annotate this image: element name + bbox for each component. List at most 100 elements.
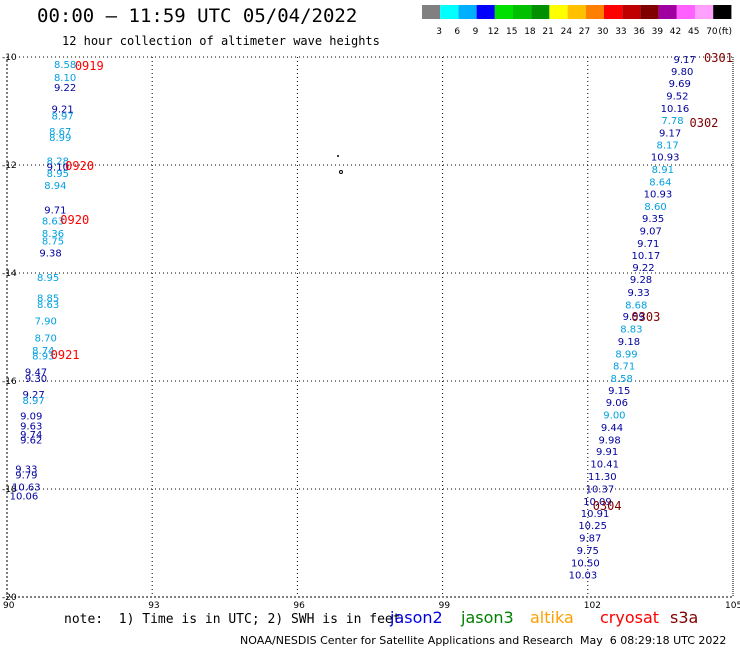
color-swatch bbox=[440, 5, 459, 19]
legend-altika: altika bbox=[530, 608, 574, 627]
color-scale-label: (ft) bbox=[718, 27, 732, 37]
wave-height-point: 9.62 bbox=[20, 435, 42, 446]
color-swatch bbox=[695, 5, 714, 19]
wave-height-point: 8.28 bbox=[47, 157, 69, 168]
pass-time-label: 0301 bbox=[704, 51, 733, 65]
wave-height-point: 9.27 bbox=[22, 390, 44, 401]
wave-height-point: 8.63 bbox=[37, 300, 59, 311]
wave-height-point: 9.98 bbox=[598, 435, 620, 446]
wave-height-point: 8.74 bbox=[32, 346, 54, 357]
wave-height-point: 8.94 bbox=[44, 181, 66, 192]
wave-height-point: 7.90 bbox=[35, 317, 57, 328]
color-swatch bbox=[658, 5, 677, 19]
longitude-tick-label: 96 bbox=[293, 601, 305, 610]
wave-height-point: 8.75 bbox=[42, 237, 64, 248]
color-scale-bar bbox=[422, 5, 732, 19]
color-swatch bbox=[531, 5, 550, 19]
color-swatch bbox=[676, 5, 695, 19]
pass-time-label: 0920 bbox=[60, 213, 89, 227]
wave-height-point: 8.97 bbox=[52, 111, 74, 122]
wave-height-point: 10.41 bbox=[590, 460, 619, 471]
wave-height-point: 8.99 bbox=[49, 133, 71, 144]
color-swatch bbox=[640, 5, 659, 19]
wave-height-point: 7.78 bbox=[661, 116, 683, 127]
wave-height-point: 8.58 bbox=[54, 60, 76, 71]
wave-height-point: 8.95 bbox=[37, 273, 59, 284]
pass-time-label: 0302 bbox=[690, 116, 719, 130]
color-scale-label: 70 bbox=[706, 27, 718, 37]
wave-height-point: 9.74 bbox=[20, 430, 42, 441]
wave-height-point: 9.30 bbox=[25, 374, 47, 385]
wave-height-point: 9.69 bbox=[669, 79, 691, 90]
wave-height-point: 9.15 bbox=[608, 386, 630, 397]
wave-height-point: 9.22 bbox=[632, 263, 654, 274]
color-scale-label: 42 bbox=[669, 27, 682, 37]
wave-height-point: 9.71 bbox=[637, 239, 659, 250]
pass-time-labels: 0919 0920 0920 0921 0301 0302 0303 0304 bbox=[51, 51, 733, 513]
wave-height-point: 8.36 bbox=[42, 229, 64, 240]
wave-height-point: 9.52 bbox=[666, 91, 688, 102]
wave-height-point: 9.87 bbox=[579, 534, 601, 545]
color-swatch bbox=[476, 5, 495, 19]
wave-height-point: 8.99 bbox=[615, 349, 637, 360]
color-scale-legend: 3 6 9 12 15 18 21 24 27 30 33 36 39 42 45 70 (ft) bbox=[422, 5, 732, 37]
legend-s3a: s3a bbox=[670, 608, 699, 627]
wave-height-point: 9.28 bbox=[630, 275, 652, 286]
longitude-tick-label: 90 bbox=[3, 601, 15, 610]
latitude-tick-label: -10 bbox=[2, 53, 17, 63]
wave-height-point: 9.21 bbox=[52, 104, 74, 115]
latitude-tick-label: -14 bbox=[2, 269, 17, 279]
color-swatch bbox=[567, 5, 586, 19]
legend-jason2: jason2 bbox=[390, 608, 443, 627]
color-swatch bbox=[458, 5, 477, 19]
wave-height-point: 8.17 bbox=[657, 140, 679, 151]
color-swatch bbox=[585, 5, 604, 19]
color-scale-label: 30 bbox=[597, 27, 609, 37]
wave-height-point: 8.58 bbox=[611, 374, 633, 385]
page-title: 00:00 — 11:59 UTC 05/04/2022 bbox=[37, 5, 358, 27]
wave-height-point: 8.70 bbox=[35, 333, 57, 344]
legend-jason3: jason3 bbox=[461, 608, 514, 627]
wave-height-point: 8.10 bbox=[54, 73, 76, 84]
wave-height-point: 10.93 bbox=[651, 152, 680, 163]
color-scale-label: 21 bbox=[542, 27, 554, 37]
legend-cryosat: cryosat bbox=[600, 608, 660, 627]
wave-height-point: 10.63 bbox=[12, 482, 41, 493]
wave-height-point: 8.93 bbox=[32, 352, 54, 363]
wave-height-point: 9.71 bbox=[44, 205, 66, 216]
wave-height-point: 9.17 bbox=[659, 129, 681, 140]
wave-height-point: 9.75 bbox=[577, 546, 599, 557]
longitude-tick-label: 99 bbox=[439, 601, 451, 610]
pass-time-label: 0304 bbox=[593, 499, 622, 513]
wave-height-point: 9.33 bbox=[15, 464, 37, 475]
pass-time-label: 0303 bbox=[631, 310, 660, 324]
longitude-tick-label: 105 bbox=[725, 601, 740, 610]
island-markers bbox=[337, 155, 343, 174]
credit-text: NOAA/NESDIS Center for Satellite Applica… bbox=[240, 634, 574, 647]
color-scale-label: 24 bbox=[560, 27, 573, 37]
color-scale-label: 9 bbox=[472, 27, 479, 37]
wave-height-point: 10.25 bbox=[578, 521, 607, 532]
wave-height-point: 8.63 bbox=[42, 217, 64, 228]
wave-height-point: 9.63 bbox=[20, 421, 42, 432]
wave-height-point: 10.91 bbox=[581, 509, 610, 520]
wave-height-point: 8.85 bbox=[37, 293, 59, 304]
latitude-tick-label: -16 bbox=[2, 377, 17, 387]
page-subtitle: 12 hour collection of altimeter wave hei… bbox=[62, 34, 380, 48]
generated-date: May 6 08:29:18 UTC 2022 bbox=[580, 634, 727, 647]
wave-height-point: 8.91 bbox=[652, 165, 674, 176]
color-scale-label: 33 bbox=[615, 27, 627, 37]
wave-height-point: 9.07 bbox=[640, 226, 662, 237]
pass-time-label: 0920 bbox=[65, 159, 94, 173]
island-dot bbox=[337, 155, 339, 157]
wave-height-point: 11.30 bbox=[588, 472, 617, 483]
wave-height-point: 8.71 bbox=[613, 361, 635, 372]
wave-height-point: 9.79 bbox=[15, 470, 37, 481]
color-scale-label: 45 bbox=[688, 27, 700, 37]
wave-height-point: 10.17 bbox=[632, 251, 661, 262]
wave-height-point: 8.83 bbox=[620, 325, 642, 336]
color-scale-label: 12 bbox=[487, 27, 500, 37]
wave-height-point: 9.10 bbox=[47, 163, 69, 174]
wave-height-point: 8.95 bbox=[47, 169, 69, 180]
